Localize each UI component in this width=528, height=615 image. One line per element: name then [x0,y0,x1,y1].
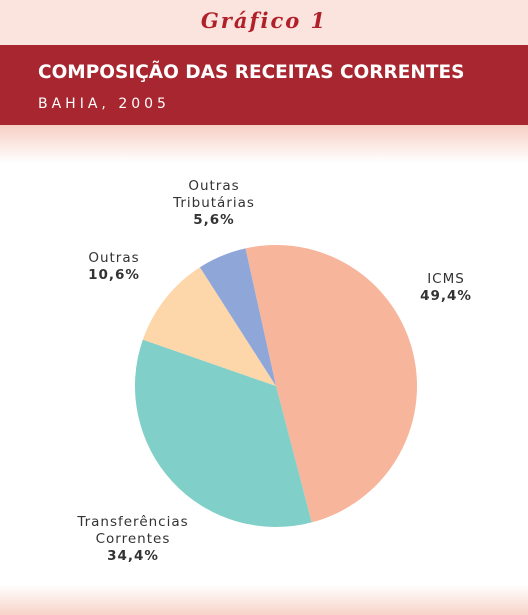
value-label: 5,6% [193,212,235,228]
value-label: 34,4% [107,548,159,564]
value-label: 10,6% [88,267,140,283]
slice [245,244,418,523]
chart-title: COMPOSIÇÃO DAS RECEITAS CORRENTES [38,62,465,83]
label-band [0,0,528,45]
category-label: Outras Tributárias [173,178,255,211]
category-label: ICMS [427,271,465,287]
slice-label: Outras 10,6% [84,250,144,284]
category-label: Transferências Correntes [77,514,189,547]
slice [134,339,312,528]
category-label: Outras [88,250,140,266]
fade-band [0,125,528,163]
slice-label: Transferências Correntes 34,4% [68,514,198,565]
slice-label: Outras Tributárias 5,6% [164,178,264,229]
figure-label: Gráfico 1 [200,8,328,33]
title-band [0,45,528,125]
slice [199,248,276,386]
chart-subtitle: BAHIA, 2005 [38,96,170,112]
footer-band [0,585,528,615]
slice-label: ICMS 49,4% [416,271,476,305]
value-label: 49,4% [420,288,472,304]
slice [142,267,276,386]
